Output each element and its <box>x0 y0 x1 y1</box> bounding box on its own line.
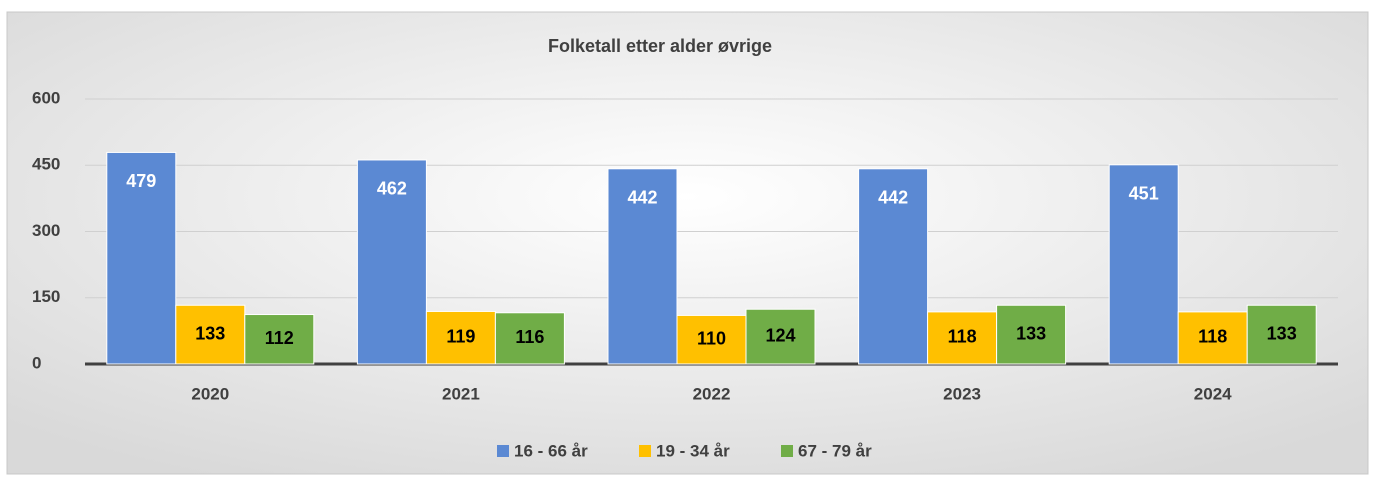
data-label: 462 <box>377 179 407 199</box>
data-label: 110 <box>697 328 726 348</box>
x-tick-label: 2022 <box>693 384 731 403</box>
legend-label: 16 - 66 år <box>514 441 588 460</box>
chart-title: Folketall etter alder øvrige <box>548 36 772 56</box>
legend-swatch <box>497 445 509 457</box>
bar <box>745 308 816 365</box>
bar <box>607 168 678 365</box>
y-tick-label: 150 <box>32 287 60 306</box>
x-tick-label: 2023 <box>943 384 981 403</box>
bar <box>1246 304 1317 365</box>
legend-swatch <box>639 445 651 457</box>
data-label: 112 <box>265 328 294 348</box>
legend-label: 19 - 34 år <box>656 441 730 460</box>
bar <box>996 304 1067 365</box>
bar <box>676 314 747 365</box>
data-label: 116 <box>515 327 544 347</box>
data-label: 479 <box>126 171 156 191</box>
data-label: 442 <box>878 188 908 208</box>
data-label: 133 <box>1016 323 1046 343</box>
data-label: 133 <box>195 323 225 343</box>
y-tick-label: 300 <box>32 221 60 240</box>
bar <box>927 311 998 365</box>
bar <box>494 312 565 365</box>
bar <box>356 159 427 365</box>
y-tick-label: 0 <box>32 353 41 372</box>
bar <box>425 310 496 365</box>
x-tick-label: 2020 <box>191 384 229 403</box>
x-tick-label: 2024 <box>1194 384 1232 403</box>
data-label: 124 <box>765 325 795 345</box>
data-label: 118 <box>1198 327 1227 347</box>
bar <box>244 314 315 365</box>
bar <box>1108 164 1179 365</box>
data-label: 451 <box>1129 184 1159 204</box>
bar <box>858 168 929 365</box>
legend-label: 67 - 79 år <box>798 441 872 460</box>
bar <box>106 151 177 365</box>
data-label: 442 <box>627 188 657 208</box>
legend-swatch <box>781 445 793 457</box>
data-label: 118 <box>948 327 977 347</box>
data-label: 133 <box>1267 323 1297 343</box>
y-tick-label: 450 <box>32 155 60 174</box>
x-tick-label: 2021 <box>442 384 480 403</box>
data-label: 119 <box>446 326 475 346</box>
y-tick-label: 600 <box>32 88 60 107</box>
